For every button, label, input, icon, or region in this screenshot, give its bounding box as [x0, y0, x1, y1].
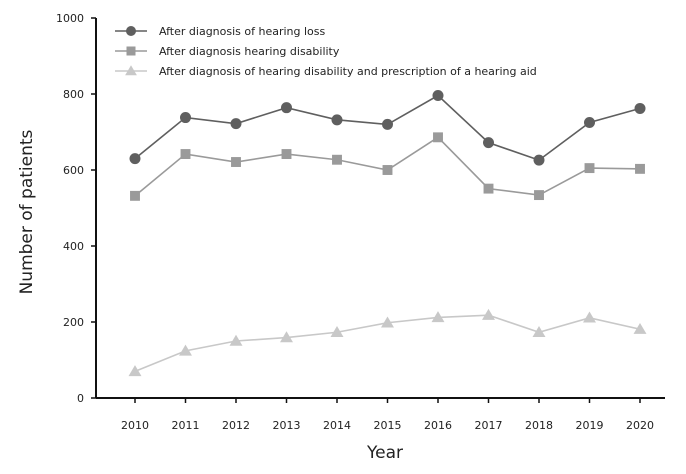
- series-layer: [128, 90, 647, 377]
- data-point-square: [483, 183, 494, 194]
- data-point-circle: [230, 118, 242, 130]
- y-tick-label: 200: [63, 316, 84, 329]
- data-point-square: [584, 163, 595, 174]
- y-tick-label: 0: [77, 392, 84, 405]
- data-point-square: [332, 154, 342, 165]
- data-point-triangle: [532, 325, 546, 337]
- y-tick-label: 1000: [56, 12, 84, 25]
- legend-label: After diagnosis hearing disability: [159, 45, 340, 58]
- data-point-circle: [533, 154, 545, 166]
- data-point-circle: [483, 137, 494, 149]
- y-axis-title: Number of patients: [17, 129, 37, 294]
- x-tick-label: 2014: [323, 419, 351, 432]
- legend-marker-square: [126, 46, 136, 56]
- data-point-circle: [382, 118, 393, 130]
- y-tick-label: 800: [63, 88, 84, 101]
- legend-label: After diagnosis of hearing disability an…: [159, 65, 537, 78]
- x-axis-title: Year: [366, 443, 403, 463]
- data-point-square: [534, 190, 544, 201]
- data-point-triangle: [431, 311, 445, 323]
- data-point-square: [433, 132, 443, 143]
- data-point-square: [130, 190, 140, 201]
- series-square: [130, 132, 645, 201]
- axes: 0 200 400 600 800 1000 2010 2011 2012 2013 2014 201…: [56, 12, 665, 432]
- series-circle: [129, 90, 646, 166]
- x-tick-label: 2010: [121, 419, 149, 432]
- data-point-circle: [634, 102, 646, 114]
- legend: After diagnosis of hearing loss After dia…: [115, 25, 537, 78]
- data-point-triangle: [229, 334, 243, 346]
- x-tick-label: 2015: [374, 419, 402, 432]
- data-point-square: [382, 165, 393, 175]
- data-point-square: [635, 163, 645, 174]
- data-point-triangle: [583, 311, 596, 323]
- x-tick-label: 2018: [525, 419, 553, 432]
- data-point-circle: [281, 102, 292, 114]
- x-tick-label: 2012: [222, 419, 250, 432]
- legend-marker-triangle: [125, 65, 137, 76]
- legend-label: After diagnosis of hearing loss: [159, 25, 326, 38]
- data-point-circle: [180, 112, 191, 124]
- data-point-triangle: [280, 331, 293, 343]
- data-point-triangle: [330, 325, 344, 337]
- legend-item: After diagnosis of hearing loss: [115, 25, 326, 38]
- y-tick-label: 400: [63, 240, 84, 253]
- data-point-triangle: [633, 322, 647, 334]
- data-point-square: [231, 157, 241, 167]
- legend-item: After diagnosis of hearing disability an…: [115, 65, 537, 78]
- x-tick-label: 2011: [172, 419, 200, 432]
- x-tick-label: 2016: [424, 419, 452, 432]
- legend-item: After diagnosis hearing disability: [115, 45, 340, 58]
- series-triangle: [128, 308, 647, 377]
- data-point-circle: [129, 153, 141, 165]
- y-tick-label: 600: [63, 164, 84, 177]
- x-tick-label: 2020: [626, 419, 654, 432]
- data-point-circle: [584, 117, 595, 128]
- data-point-circle: [331, 114, 343, 126]
- data-point-square: [281, 149, 292, 159]
- data-point-triangle: [128, 365, 142, 377]
- legend-marker-circle: [126, 26, 136, 36]
- data-point-square: [180, 149, 191, 159]
- x-tick-label: 2019: [576, 419, 604, 432]
- x-tick-label: 2013: [273, 419, 301, 432]
- data-point-triangle: [179, 344, 192, 356]
- data-point-triangle: [482, 308, 495, 320]
- data-point-circle: [432, 90, 444, 102]
- x-tick-label: 2017: [475, 419, 503, 432]
- data-point-triangle: [381, 316, 394, 328]
